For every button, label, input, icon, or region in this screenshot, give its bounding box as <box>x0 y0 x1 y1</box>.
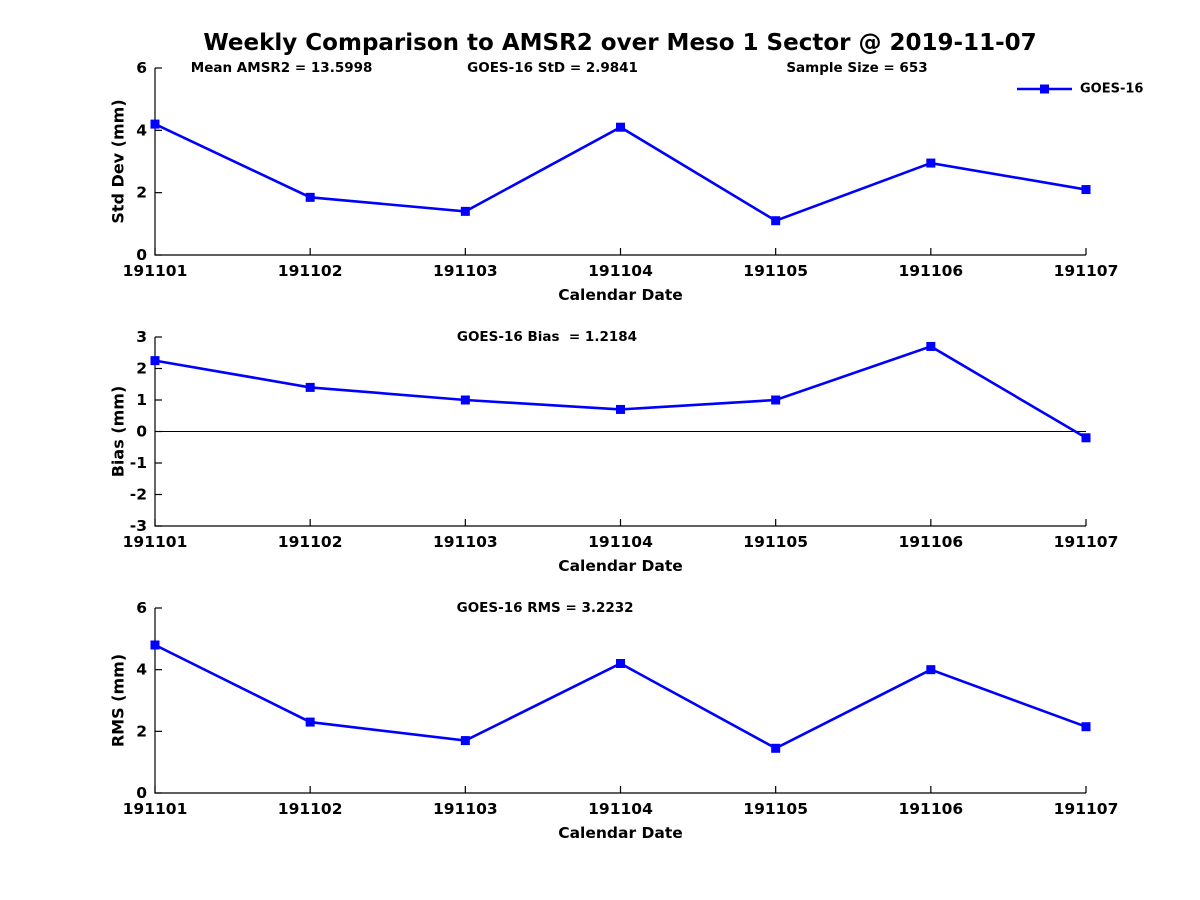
x-tick-label: 191105 <box>743 533 808 551</box>
y-axis-label: Bias (mm) <box>109 386 128 478</box>
x-tick-label: 191101 <box>123 533 188 551</box>
annotation-text: GOES-16 RMS = 3.2232 <box>457 600 634 616</box>
x-tick-label: 191104 <box>588 800 653 818</box>
x-tick-label: 191101 <box>123 800 188 818</box>
data-point-marker <box>616 122 625 132</box>
data-point-marker <box>926 341 936 351</box>
data-point-marker <box>926 158 936 168</box>
data-point-marker <box>616 659 625 668</box>
data-point-marker <box>305 717 315 727</box>
y-tick-label: 1 <box>136 391 147 409</box>
y-tick-label: 2 <box>136 722 147 740</box>
y-tick-label: 2 <box>136 184 147 202</box>
figure-title: Weekly Comparison to AMSR2 over Meso 1 S… <box>203 30 1037 56</box>
data-point-marker <box>460 736 470 746</box>
x-tick-label: 191106 <box>898 533 963 551</box>
data-point-marker <box>305 382 315 392</box>
x-tick-label: 191104 <box>588 262 653 280</box>
y-tick-label: 6 <box>136 59 147 77</box>
data-point-marker <box>1081 433 1091 443</box>
data-point-marker <box>771 395 781 405</box>
x-tick-label: 191103 <box>433 800 498 818</box>
x-tick-label: 191107 <box>1054 533 1119 551</box>
axis-spine <box>154 608 1086 794</box>
y-tick-label: 4 <box>136 661 147 679</box>
data-point-marker <box>150 119 160 129</box>
y-tick-label: 2 <box>136 360 147 378</box>
x-tick-label: 191102 <box>278 262 343 280</box>
x-axis-label: Calendar Date <box>558 557 683 575</box>
legend-label: GOES-16 <box>1080 82 1143 97</box>
y-tick-label: 0 <box>136 423 147 441</box>
y-tick-label: 4 <box>136 121 147 139</box>
y-tick-label: 0 <box>136 246 147 264</box>
x-axis-label: Calendar Date <box>558 286 683 304</box>
bias-chart: 191101 191102 191103 191104 191105 191106 1911… <box>109 328 1119 575</box>
y-axis-label: RMS (mm) <box>109 654 128 747</box>
rms-chart: 191101 191102 191103 191104 191105 191106 1911… <box>109 599 1119 842</box>
legend-marker <box>1040 84 1049 94</box>
data-point-marker <box>616 404 625 414</box>
annotation-text: Sample Size = 653 <box>786 60 927 76</box>
x-tick-label: 191104 <box>588 533 653 551</box>
data-point-marker <box>460 206 470 216</box>
series-line <box>154 122 1087 223</box>
data-point-marker <box>771 216 781 226</box>
x-tick-label: 191106 <box>898 800 963 818</box>
x-axis-label: Calendar Date <box>558 824 683 842</box>
data-point-marker <box>926 665 936 675</box>
y-tick-label: -2 <box>130 486 147 504</box>
x-tick-label: 191107 <box>1054 800 1119 818</box>
x-tick-label: 191103 <box>433 533 498 551</box>
annotation-text: Mean AMSR2 = 13.5998 <box>191 60 373 76</box>
data-point-marker <box>460 395 470 405</box>
data-point-marker <box>771 743 781 753</box>
annotation-text: GOES-16 Bias = 1.2184 <box>457 329 637 345</box>
data-point-marker <box>150 356 160 366</box>
x-tick-label: 191102 <box>278 800 343 818</box>
x-tick-label: 191105 <box>743 262 808 280</box>
y-tick-label: 0 <box>136 784 147 802</box>
data-point-marker <box>1081 185 1091 195</box>
series-line <box>154 345 1087 439</box>
std-dev-chart: 191101 191102 191103 191104 191105 191106 1911… <box>109 59 1144 304</box>
y-tick-label: 6 <box>136 599 147 617</box>
y-tick-label: 3 <box>136 328 147 346</box>
y-axis-label: Std Dev (mm) <box>109 99 128 223</box>
x-tick-label: 191107 <box>1054 262 1119 280</box>
axis-spine <box>154 68 1086 256</box>
y-tick-label: -1 <box>130 454 147 472</box>
x-tick-label: 191106 <box>898 262 963 280</box>
x-tick-label: 191102 <box>278 533 343 551</box>
x-tick-label: 191101 <box>123 262 188 280</box>
x-tick-label: 191103 <box>433 262 498 280</box>
annotation-text: GOES-16 StD = 2.9841 <box>467 60 638 76</box>
data-point-marker <box>1081 722 1091 732</box>
data-point-marker <box>305 192 315 202</box>
y-tick-label: -3 <box>130 517 147 535</box>
data-point-marker <box>150 640 160 650</box>
x-tick-label: 191105 <box>743 800 808 818</box>
